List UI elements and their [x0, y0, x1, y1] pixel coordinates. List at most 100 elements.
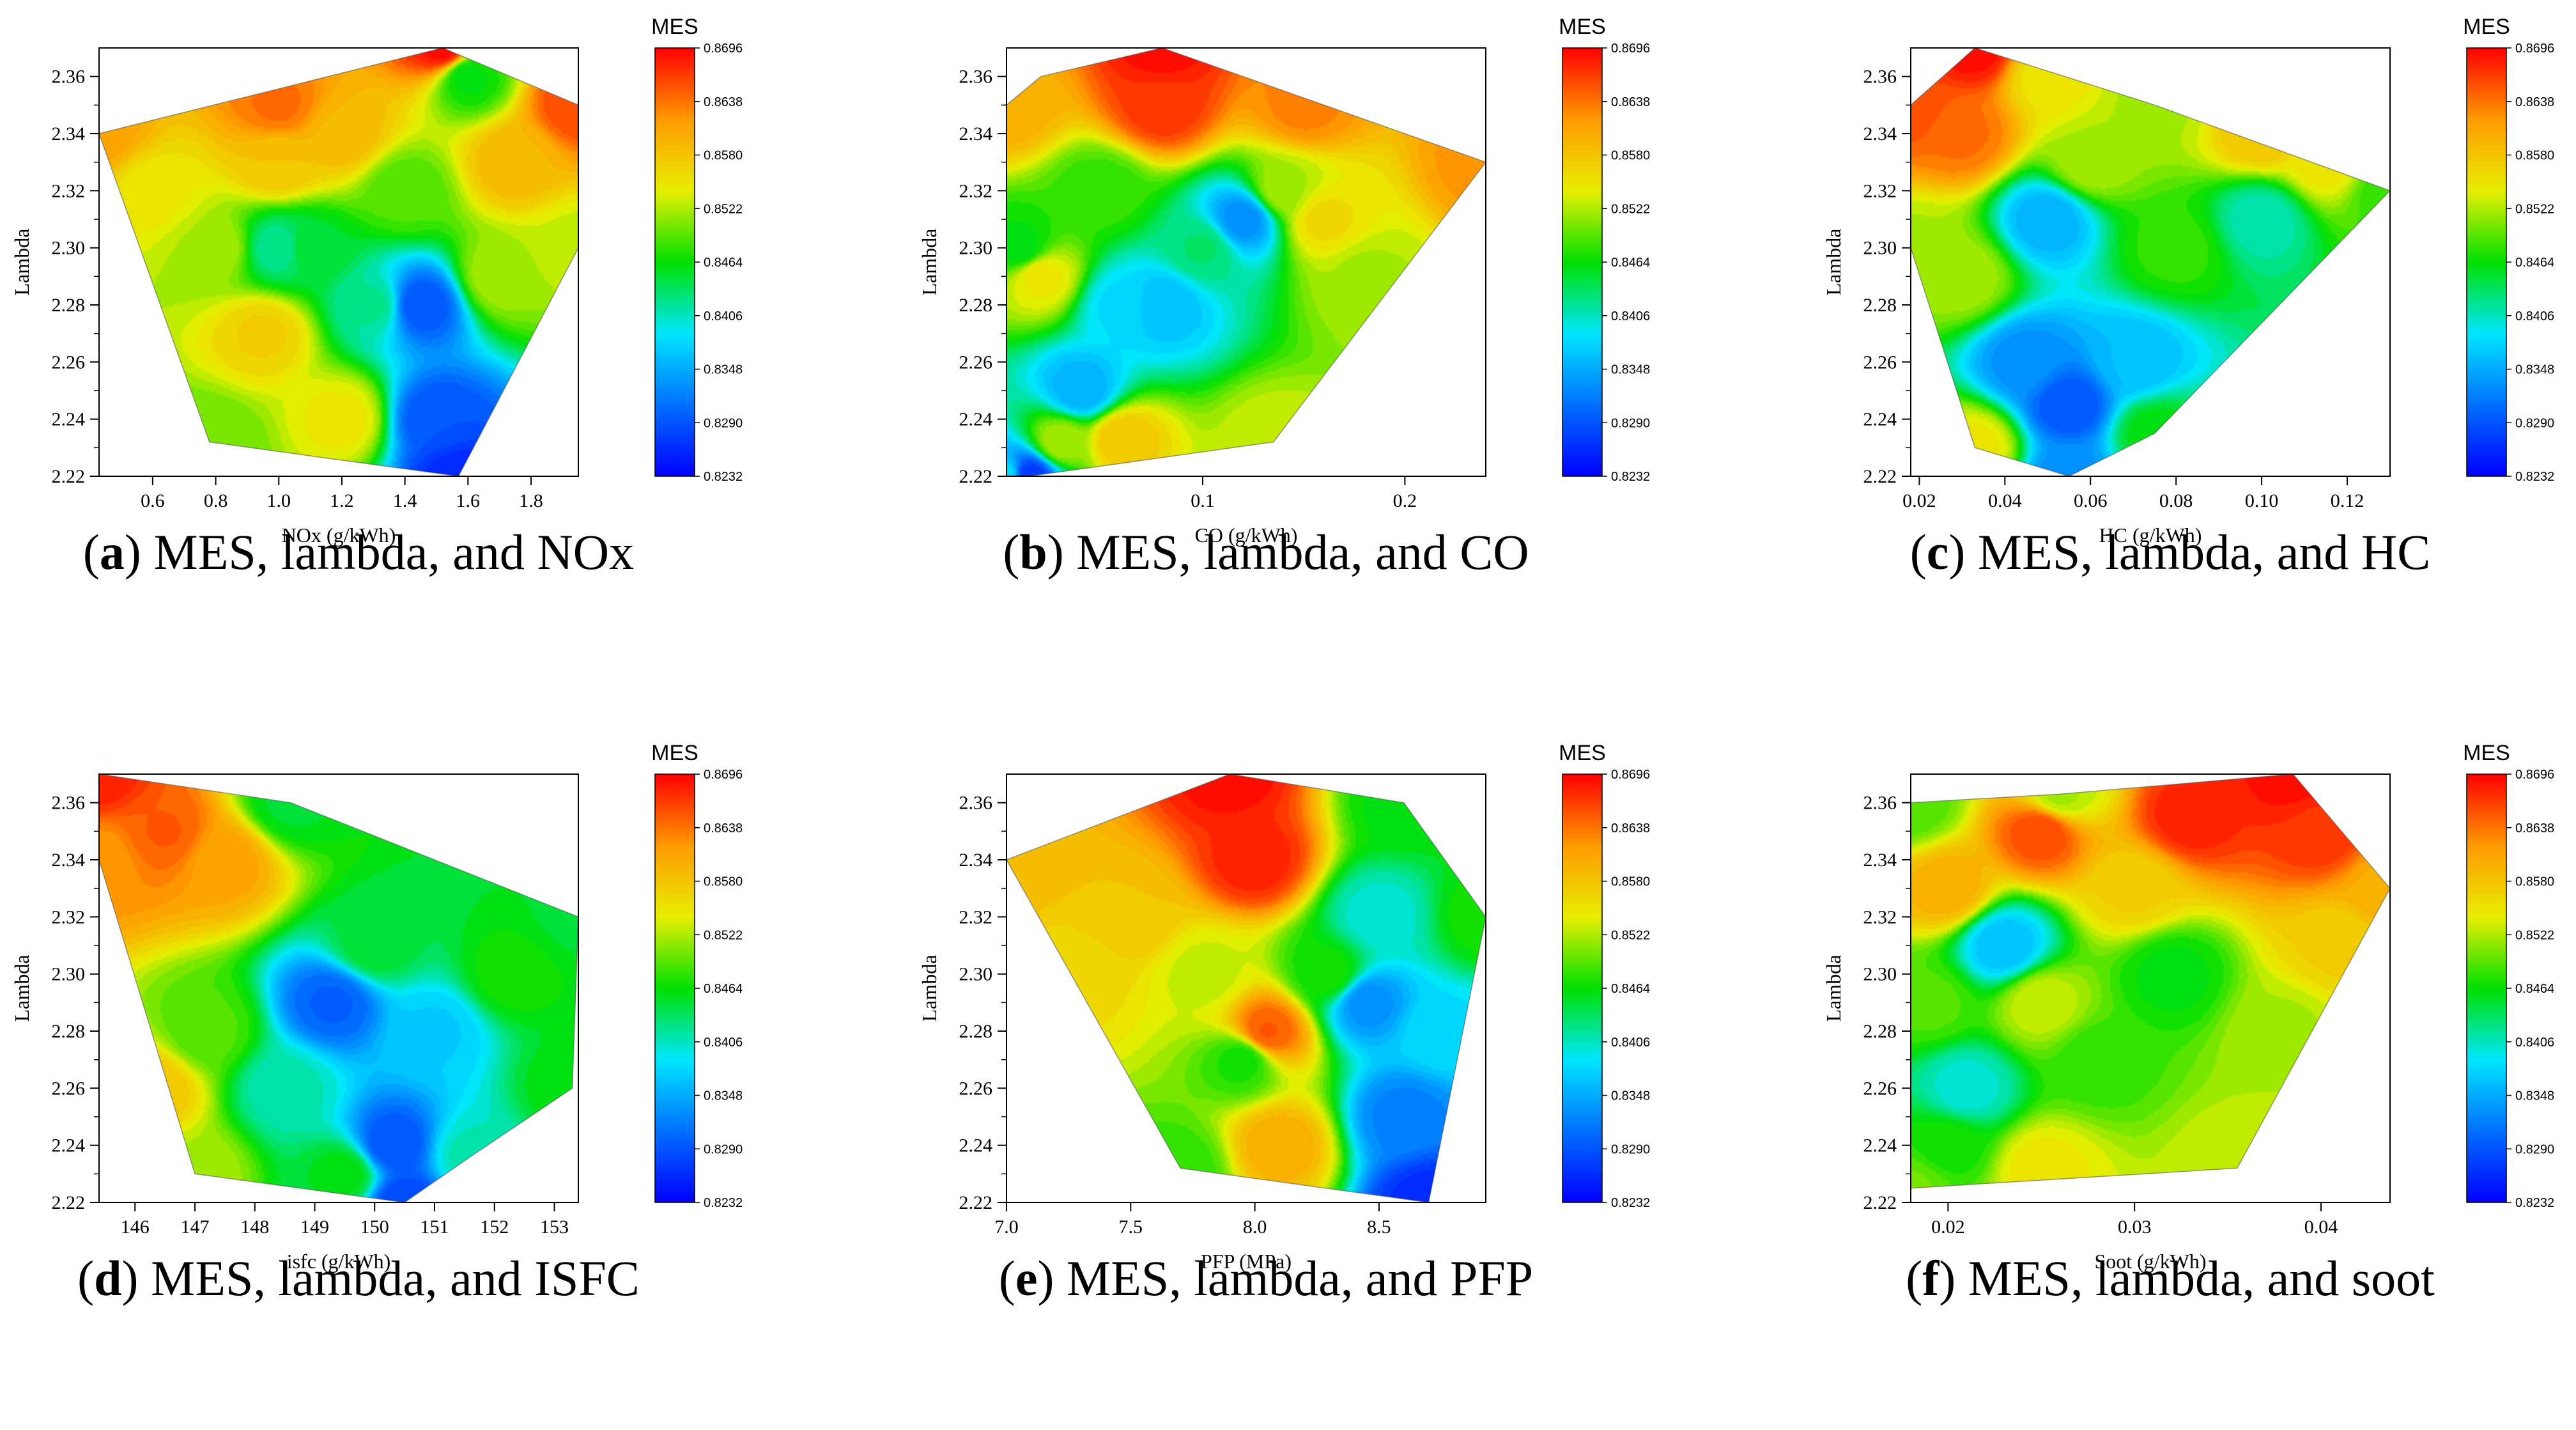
y-tick-label: 2.24	[959, 1135, 993, 1156]
y-tick-label: 2.26	[1863, 352, 1897, 373]
x-axis-label: isfc (g/kWh)	[287, 1250, 391, 1273]
x-tick-label: 8.5	[1367, 1216, 1391, 1238]
y-tick-label: 2.34	[959, 123, 993, 144]
colorbar-tick-label: 0.8580	[1611, 875, 1650, 889]
x-tick-label: 0.04	[1988, 490, 2022, 511]
y-tick-label: 2.30	[52, 964, 86, 985]
caption-text: ) MES, lambda, and PFP	[1037, 1250, 1533, 1306]
colorbar-tick-label: 0.8348	[2515, 1089, 2554, 1103]
colorbar-tick-label: 0.8464	[704, 982, 743, 996]
caption-text: ) MES, lambda, and CO	[1047, 524, 1529, 580]
x-tick-label: 0.08	[2159, 490, 2193, 511]
x-tick-label: 147	[181, 1216, 210, 1238]
colorbar-tick-label: 0.8406	[1611, 309, 1650, 323]
caption-letter: a	[100, 524, 125, 580]
colorbar-tick-label: 0.8232	[1611, 1196, 1650, 1210]
x-tick-label: 0.10	[2245, 490, 2279, 511]
colorbar-tick-label: 0.8290	[2515, 1142, 2554, 1156]
panel-e: 7.0 7.5 8.0 8.5 2.22 2.24 2.26 2.28 2.30 2.32 2.34…	[918, 741, 1650, 1306]
x-tick-label: 153	[540, 1216, 569, 1238]
panel-caption: (f) MES, lambda, and soot	[1906, 1250, 2435, 1306]
y-tick-label: 2.22	[959, 466, 993, 487]
colorbar-tick-label: 0.8580	[2515, 149, 2554, 163]
hull-outline	[98, 773, 579, 1203]
y-tick-label: 2.28	[1863, 295, 1897, 316]
y-tick-label: 2.22	[1863, 466, 1897, 487]
colorbar-tick-label: 0.8290	[1611, 416, 1650, 430]
y-tick-label: 2.28	[52, 295, 86, 316]
plot-frame	[98, 773, 579, 1203]
colorbar-tick-label: 0.8696	[1611, 768, 1650, 782]
colorbar	[654, 47, 695, 477]
caption-letter: e	[1015, 1250, 1038, 1306]
colorbar-tick-label: 0.8290	[704, 1142, 743, 1156]
colorbar	[2466, 47, 2507, 477]
caption-letter: d	[94, 1250, 121, 1306]
y-axis-label: Lambda	[10, 955, 33, 1022]
y-axis-label: Lambda	[1822, 229, 1845, 296]
colorbar-tick-label: 0.8232	[2515, 470, 2554, 484]
y-tick-label: 2.32	[52, 180, 86, 201]
y-tick-label: 2.24	[52, 409, 86, 430]
plot-frame	[1006, 47, 1486, 477]
colorbar-tick-label: 0.8580	[704, 149, 743, 163]
colorbar-tick-label: 0.8464	[1611, 256, 1650, 270]
x-axis-label: CO (g/kWh)	[1195, 524, 1298, 547]
y-tick-label: 2.28	[959, 295, 993, 316]
colorbar-tick-label: 0.8696	[2515, 42, 2554, 56]
y-tick-label: 2.26	[1863, 1078, 1897, 1099]
colorbar-tick-label: 0.8638	[2515, 95, 2554, 109]
y-tick-label: 2.36	[1863, 793, 1897, 814]
contour-fill	[99, 48, 578, 476]
colorbar	[2466, 773, 2507, 1203]
y-tick-label: 2.34	[959, 850, 993, 871]
caption-letter: c	[1927, 524, 1949, 580]
colorbar-tick-label: 0.8580	[704, 875, 743, 889]
caption-open-paren: (	[1910, 524, 1927, 580]
colorbar-tick-label: 0.8406	[704, 1036, 743, 1050]
colorbar-tick-label: 0.8406	[2515, 1036, 2554, 1050]
caption-open-paren: (	[83, 524, 100, 580]
x-tick-label: 7.5	[1119, 1216, 1143, 1238]
y-axis-label: Lambda	[918, 955, 941, 1022]
y-tick-label: 2.36	[959, 793, 993, 814]
colorbar-tick-label: 0.8522	[1611, 928, 1650, 942]
colorbar-tick-label: 0.8580	[2515, 875, 2554, 889]
y-tick-label: 2.28	[1863, 1021, 1897, 1042]
y-tick-label: 2.36	[52, 66, 86, 88]
colorbar-tick-label: 0.8522	[704, 928, 743, 942]
x-tick-label: 0.04	[2304, 1216, 2338, 1238]
panel-caption: (a) MES, lambda, and NOx	[83, 524, 634, 580]
colorbar-tick-label: 0.8638	[2515, 821, 2554, 835]
x-tick-label: 0.2	[1393, 490, 1417, 511]
y-tick-label: 2.36	[52, 793, 86, 814]
y-tick-label: 2.22	[1863, 1192, 1897, 1213]
colorbar-tick-label: 0.8232	[1611, 470, 1650, 484]
y-tick-label: 2.30	[1863, 964, 1897, 985]
colorbar-tick-label: 0.8348	[2515, 363, 2554, 377]
x-tick-label: 0.6	[141, 490, 165, 511]
colorbar-tick-label: 0.8406	[704, 309, 743, 323]
panel-caption: (e) MES, lambda, and PFP	[999, 1250, 1533, 1306]
y-tick-label: 2.34	[52, 850, 86, 871]
caption-text: ) MES, lambda, and NOx	[125, 524, 634, 580]
x-axis-label: Soot (g/kWh)	[2094, 1250, 2206, 1273]
colorbar-tick-label: 0.8406	[2515, 309, 2554, 323]
caption-open-paren: (	[77, 1250, 94, 1306]
x-tick-label: 146	[121, 1216, 150, 1238]
colorbar-tick-label: 0.8522	[1611, 202, 1650, 216]
x-tick-label: 150	[360, 1216, 389, 1238]
colorbar	[1562, 773, 1603, 1203]
x-tick-label: 7.0	[994, 1216, 1019, 1238]
colorbar-tick-label: 0.8522	[704, 202, 743, 216]
y-tick-label: 2.34	[1863, 123, 1897, 144]
x-tick-label: 0.02	[1902, 490, 1936, 511]
panel-caption: (c) MES, lambda, and HC	[1910, 524, 2431, 580]
colorbar-title: MES	[2463, 741, 2510, 765]
y-tick-label: 2.36	[959, 66, 993, 88]
colorbar-tick-label: 0.8464	[1611, 982, 1650, 996]
y-tick-label: 2.30	[1863, 238, 1897, 259]
y-tick-label: 2.30	[959, 238, 993, 259]
caption-text: ) MES, lambda, and HC	[1948, 524, 2430, 580]
colorbar-tick-label: 0.8232	[704, 1196, 743, 1210]
